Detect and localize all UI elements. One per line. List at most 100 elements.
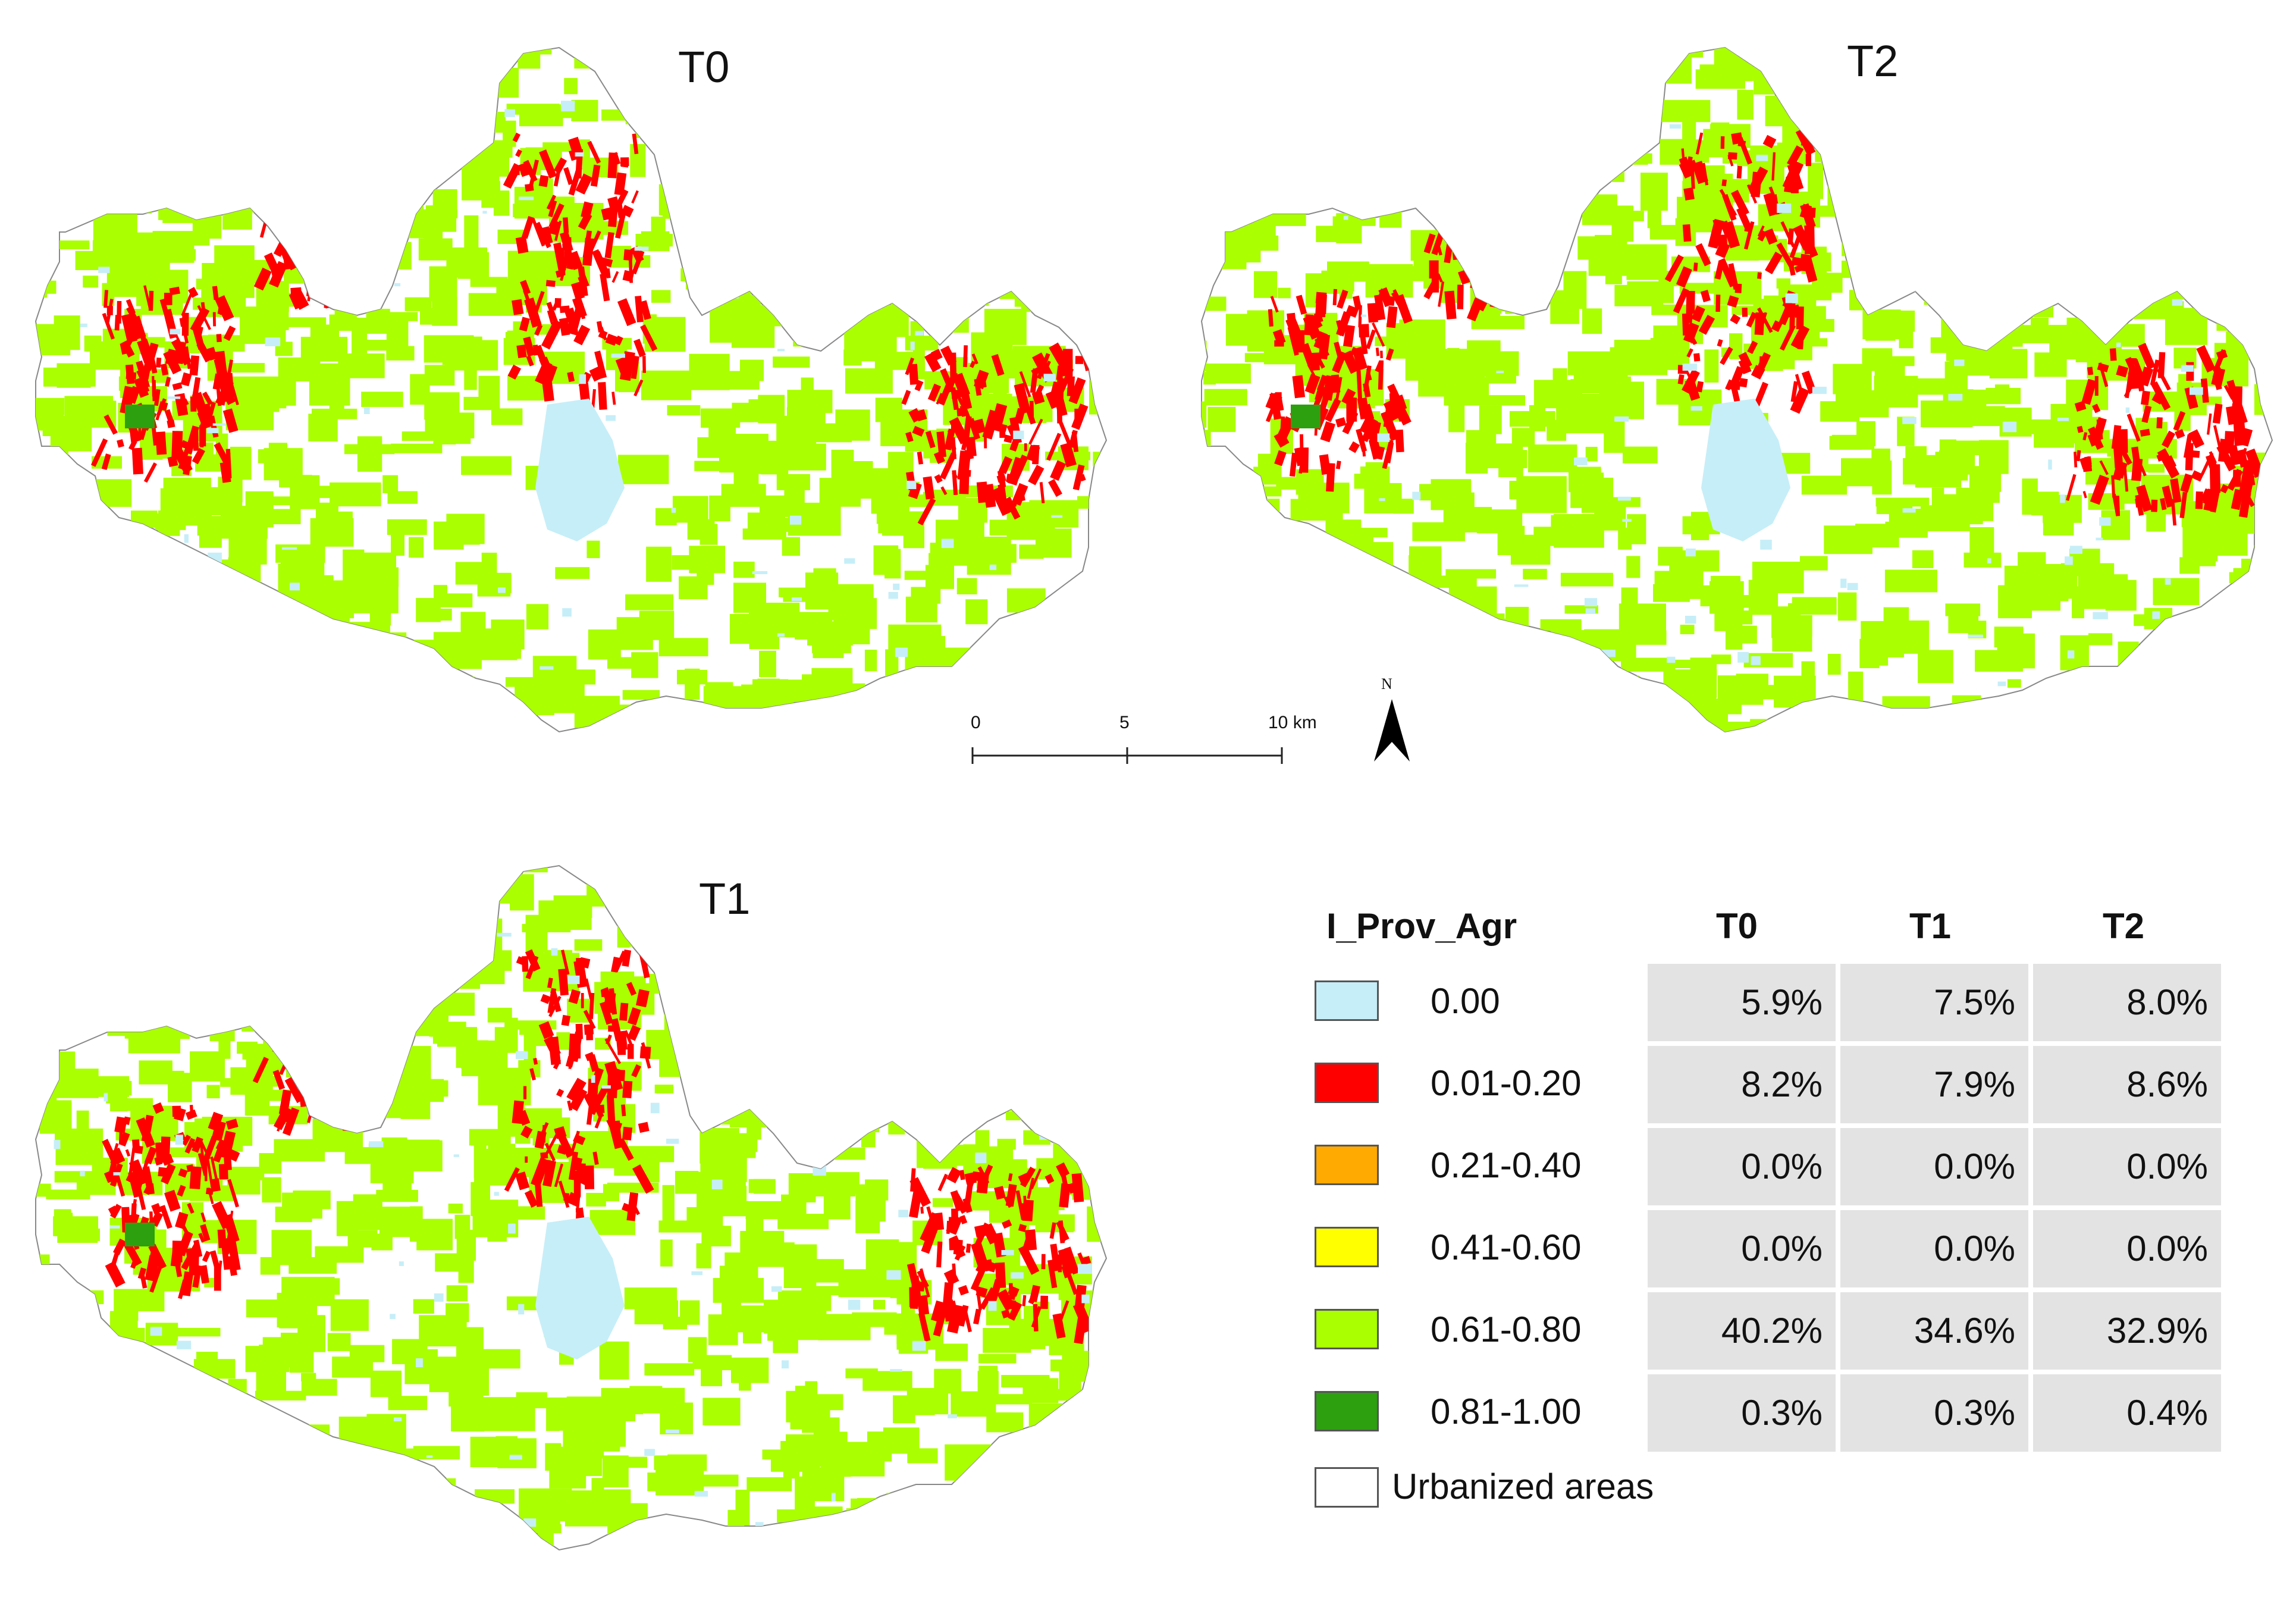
land-patch [1700,290,1711,303]
land-patch [289,990,327,1010]
land-patch [2195,491,2203,509]
land-patch [214,350,228,378]
land-patch [1056,1220,1069,1241]
land-patch [2229,447,2235,462]
land-patch [55,1133,97,1146]
land-patch [628,1007,641,1026]
land-patch [219,1130,236,1159]
land-patch [1945,603,1981,616]
land-patch [396,242,412,270]
legend-swatch [1315,1309,1379,1349]
land-patch [331,222,347,250]
land-patch [1474,214,1488,234]
land-patch [214,1525,255,1550]
value-cell-t1: 7.9% [1840,1046,2028,1123]
land-patch [1043,1047,1059,1072]
land-patch [2249,589,2272,621]
land-patch [1380,350,1383,358]
land-patch [1570,472,1604,508]
land-patch [587,140,601,164]
land-patch [567,309,573,333]
land-patch [369,1141,384,1148]
land-patch [36,1509,81,1524]
land-patch [952,372,970,397]
land-patch [845,368,893,394]
land-patch [2200,220,2234,242]
land-patch [1298,463,1304,474]
land-patch [558,969,569,996]
land-patch [880,1513,909,1533]
land-patch [1236,532,1272,548]
land-patch [947,1566,971,1568]
land-patch [1876,187,1902,211]
land-patch [2121,96,2135,100]
land-patch [313,1043,325,1053]
land-patch [1216,502,1250,515]
land-patch [2273,350,2278,371]
land-patch [1055,602,1100,631]
land-patch [444,722,482,732]
land-patch [1377,433,1390,442]
land-patch [2108,101,2139,135]
land-patch [776,474,810,490]
land-patch [813,963,844,991]
land-patch [917,452,924,465]
land-patch [1939,450,1968,481]
value-cell-t2: 0.4% [2033,1374,2221,1452]
land-patch [1757,272,1762,279]
land-patch [1704,349,1719,383]
land-patch [625,1146,675,1163]
land-patch [2241,559,2272,585]
land-patch [575,1023,584,1039]
land-patch [1585,447,1598,462]
column-header-t1: T1 [1909,906,1952,946]
land-patch [301,68,325,92]
land-patch [989,1545,1014,1550]
land-patch [1720,346,1733,365]
land-patch [927,176,958,190]
land-patch [1425,42,1433,47]
land-patch [524,1190,538,1208]
land-patch [1989,283,2032,314]
land-patch [330,1299,369,1331]
land-patch [869,224,902,256]
land-patch [200,429,206,448]
land-patch [1270,296,1279,313]
land-patch [101,1477,136,1496]
land-patch [813,1165,826,1176]
legend-row: 0.01-0.20 8.2% 7.9% 8.6% [1303,1046,2231,1123]
land-patch [221,1167,265,1180]
land-patch [315,1055,328,1066]
land-patch [2065,186,2093,217]
land-patch [588,1086,609,1116]
land-patch [1349,142,1365,169]
land-patch [167,456,178,468]
land-patch [2191,470,2204,482]
land-patch [1322,142,1352,152]
land-patch [529,1068,537,1081]
column-header-t0: T0 [1716,906,1758,946]
land-patch [1905,446,1927,460]
land-patch [152,380,156,402]
land-patch [804,964,852,994]
land-patch [1045,390,1060,409]
land-patch [2060,494,2065,503]
land-patch [942,1282,954,1312]
land-patch [219,619,242,632]
land-patch [1475,227,1482,241]
land-patch [1008,1285,1020,1297]
land-patch [272,1069,286,1091]
land-patch [1802,255,1818,283]
land-patch [1751,171,1762,198]
land-patch [631,190,639,204]
land-patch [1000,424,1008,432]
land-patch [780,142,808,170]
land-patch [611,391,616,405]
land-patch [1508,115,1557,145]
land-patch [2004,565,2055,590]
land-patch [1534,105,1552,139]
land-patch [662,1185,675,1223]
land-patch [559,317,570,336]
land-patch [1018,1224,1027,1233]
land-patch [2163,455,2177,470]
